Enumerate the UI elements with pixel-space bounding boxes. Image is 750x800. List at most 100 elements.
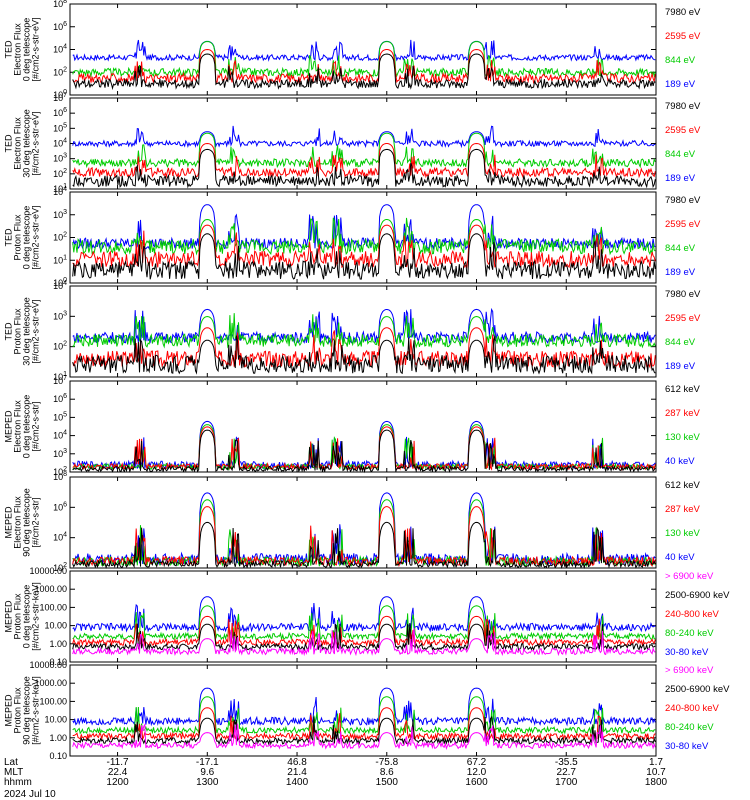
panel-3-legend-3: 844 eV [665,243,696,254]
xaxis-hhmm-value-1: 1300 [196,777,219,788]
panel-1-ytick-0: 100 [53,89,67,100]
panel-7: 0.10 1.00 10.00 100.00 1000.00 10000.00 MEPEDP… [4,566,731,667]
panel-8-ytick-3: 100.00 [39,696,67,706]
panel-2-ytick-0: 101 [53,183,67,194]
panel-7-series-4 [72,605,656,642]
xaxis-mlt-value-0: 22.4 [108,767,128,778]
panel-4-series-3 [72,313,656,349]
panel-7-frame [69,570,657,663]
panel-8-legend-5: 30-80 keV [665,741,709,752]
panel-8-legend-2: 2500-6900 keV [665,684,730,695]
panel-1-legend-1: 7980 eV [665,7,701,18]
panel-7-ytick-5: 10000.00 [29,566,67,576]
panel-2-series-3 [72,132,656,169]
panel-1-legend-2: 2595 eV [665,31,701,42]
panel-8-legend-4: 80-240 keV [665,722,714,733]
panel-3-legend-1: 7980 eV [665,195,701,206]
panel-2-frame [69,97,657,190]
panel-1-series-3 [72,40,656,78]
panel-4-ytick-0: 101 [53,371,67,382]
panel-1: 100 102 104 106 108 TEDElectron Flux0 deg tel… [4,0,702,100]
panel-6-ytick-2: 106 [53,501,67,512]
panel-2-legend-1: 7980 eV [665,101,701,112]
panel-8-ytick-4: 1000.00 [34,678,67,688]
panel-8-ytick-5: 10000.00 [29,660,67,670]
panel-6-legend-3: 130 keV [665,528,701,539]
panel-3-ytick-2: 102 [53,232,67,243]
panel-4-ytick-2: 103 [53,310,67,321]
panel-4-legend-2: 2595 eV [665,313,701,324]
panel-6-frame [69,476,657,569]
panel-5: 102 103 104 105 106 107 MEPEDElectron Flux0 de… [4,375,701,477]
panel-5-legend-1: 612 keV [665,384,701,395]
xaxis-date-label: 2024 Jul 10 [4,789,56,800]
panel-3-legend-4: 189 eV [665,267,696,278]
xaxis-lat-value-4: 67.2 [467,757,487,768]
panel-1-series-4 [72,39,656,62]
panel-7-ytick-3: 100.00 [39,602,67,612]
panel-8: 0.10 1.00 10.00 100.00 1000.00 10000.00 MEPEDP… [4,660,731,761]
panel-3-ytick-0: 100 [53,277,67,288]
xaxis-hhmm-value-3: 1500 [376,777,399,788]
panel-5-ytick-0: 102 [53,466,67,477]
panel-4-legend-3: 844 eV [665,337,696,348]
panel-7-series-3 [72,615,656,648]
panel-6-legend-1: 612 keV [665,480,701,491]
panel-1-ytick-3: 106 [53,21,67,32]
panel-8-legend-1: > 6900 keV [665,665,714,676]
panel-2-series-4 [72,125,656,149]
panel-7-ytick-0: 0.10 [49,657,67,667]
panel-7-ytick-1: 1.00 [49,639,67,649]
panel-6-ytick-3: 108 [53,471,67,482]
xaxis-lat-value-5: -35.5 [555,757,578,768]
panel-3: 100 101 102 103 104 TEDProton Flux0 deg teles… [4,186,702,288]
panel-2-ytick-4: 105 [53,122,67,133]
panel-7-legend-4: 80-240 keV [665,628,714,639]
xaxis-mlt-value-1: 9.6 [200,767,214,778]
panel-2-ytick-6: 107 [53,92,67,103]
panel-3-series-3 [72,217,656,256]
panel-7-ylabel: MEPEDProton Flux0 deg telescope[#/cm2-s-… [4,582,41,651]
xaxis-hhmm-value-6: 1800 [645,777,668,788]
panel-1-ytick-1: 102 [53,66,67,77]
panel-4-ylabel: TEDProton Flux30 deg telescope[#/cm2-s-s… [4,297,41,366]
xaxis-mlt-value-4: 12.0 [467,767,487,778]
xaxis-row-label-mlt: MLT [4,767,23,778]
panel-3-ytick-1: 101 [53,254,67,265]
panel-8-frame [69,664,657,757]
panel-5-ytick-5: 107 [53,375,67,386]
panel-4-legend-1: 7980 eV [665,289,701,300]
panel-3-ytick-4: 104 [53,186,67,197]
xaxis-lat-value-0: -11.7 [107,757,129,768]
panel-4-frame [69,285,657,378]
xaxis-hhmm-value-4: 1600 [465,777,488,788]
panel-6-legend-2: 287 keV [665,504,701,515]
panel-7-ytick-4: 1000.00 [34,584,67,594]
panel-1-ytick-2: 104 [53,44,67,55]
xaxis-mlt-value-3: 8.6 [380,767,394,778]
panel-4-legend-4: 189 eV [665,361,696,372]
panel-6-series-1 [72,521,656,570]
panel-5-legend-2: 287 keV [665,408,701,419]
panel-5-series-1 [72,429,656,474]
panel-8-series-1 [72,723,656,751]
panel-2-legend-3: 844 eV [665,149,696,160]
panel-6-ytick-1: 104 [53,532,67,543]
panel-2-ytick-2: 103 [53,153,67,164]
panel-5-ytick-2: 104 [53,430,67,441]
xaxis-lat-value-6: 1.7 [649,757,663,768]
panel-4: 101 102 103 104 TEDProton Flux30 deg telesco… [4,280,702,382]
panel-1-series-1 [72,53,656,91]
panel-2-legend-4: 189 eV [665,173,696,184]
xaxis-mlt-value-6: 10.7 [646,767,666,778]
panel-7-series-5 [72,596,656,633]
panel-5-ytick-1: 103 [53,448,67,459]
panel-3-ylabel: TEDProton Flux0 deg telescope[#/cm2-s-st… [4,205,41,269]
xaxis-hhmm-value-2: 1400 [286,777,309,788]
panel-7-legend-2: 2500-6900 keV [665,590,730,601]
panel-7-series-2 [72,623,656,652]
panel-7-legend-5: 30-80 keV [665,647,709,658]
panel-3-ytick-3: 103 [53,209,67,220]
panel-5-frame [69,380,657,473]
